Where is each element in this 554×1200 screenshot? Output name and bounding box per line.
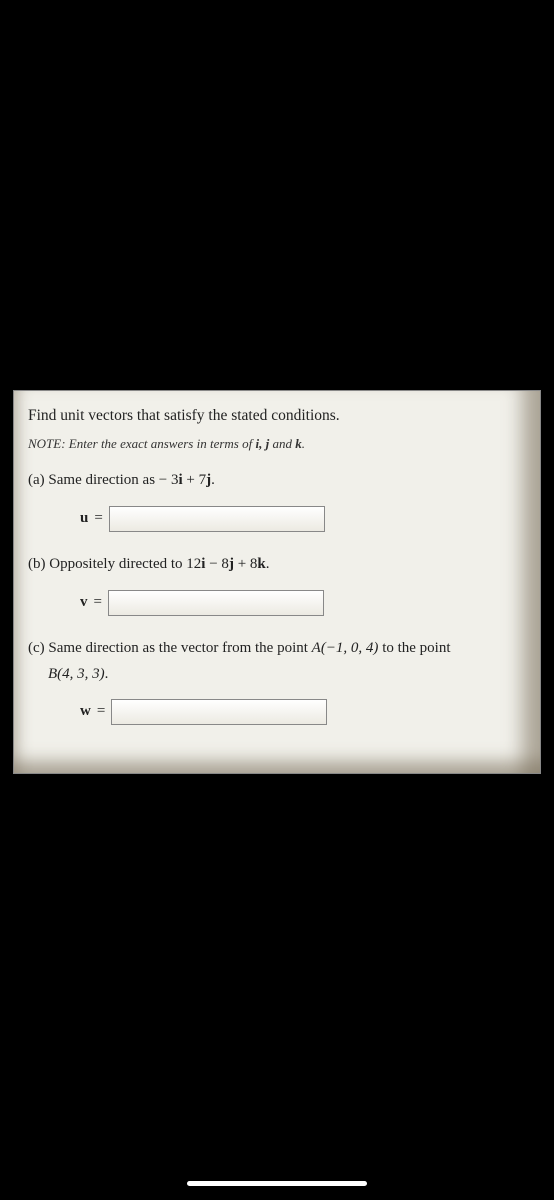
part-a-label: (a) Same direction as − 3 bbox=[28, 472, 179, 488]
note-and: and bbox=[269, 436, 295, 451]
part-c-text: (c) Same direction as the vector from th… bbox=[28, 638, 522, 660]
answer-row-c: w = bbox=[28, 699, 522, 725]
point-B: B(4, 3, 3) bbox=[48, 666, 105, 682]
label-v: v bbox=[80, 592, 88, 614]
part-b: (b) Oppositely directed to 12i − 8j + 8k… bbox=[28, 554, 522, 616]
part-a-text: (a) Same direction as − 3i + 7j. bbox=[28, 470, 522, 492]
input-u[interactable] bbox=[109, 506, 325, 532]
label-w: w bbox=[80, 701, 91, 723]
point-A: A(−1, 0, 4) bbox=[312, 640, 379, 656]
part-b-label: (b) Oppositely directed to 12 bbox=[28, 556, 201, 572]
part-c-text2: B(4, 3, 3). bbox=[28, 664, 522, 686]
note-prefix: NOTE: Enter the exact answers in terms o… bbox=[28, 436, 255, 451]
vec-k-b: k bbox=[257, 556, 265, 572]
equals-c: = bbox=[97, 701, 105, 723]
equals-a: = bbox=[94, 508, 102, 530]
part-c-pre: (c) Same direction as the vector from th… bbox=[28, 640, 312, 656]
note-period: . bbox=[302, 436, 305, 451]
part-b-end: . bbox=[266, 556, 270, 572]
part-c: (c) Same direction as the vector from th… bbox=[28, 638, 522, 726]
part-a-mid: + 7 bbox=[183, 472, 206, 488]
home-indicator[interactable] bbox=[187, 1181, 367, 1186]
input-v[interactable] bbox=[108, 590, 324, 616]
equals-b: = bbox=[94, 592, 102, 614]
problem-content: Find unit vectors that satisfy the state… bbox=[14, 391, 540, 773]
part-b-mid2: + 8 bbox=[234, 556, 257, 572]
main-instruction: Find unit vectors that satisfy the state… bbox=[28, 405, 522, 427]
part-b-mid1: − 8 bbox=[205, 556, 228, 572]
note-vecs: i, j bbox=[255, 436, 269, 451]
answer-row-a: u = bbox=[28, 506, 522, 532]
part-c-post2: . bbox=[105, 666, 109, 682]
label-u: u bbox=[80, 508, 88, 530]
input-w[interactable] bbox=[111, 699, 327, 725]
part-c-post1: to the point bbox=[378, 640, 450, 656]
note-line: NOTE: Enter the exact answers in terms o… bbox=[28, 435, 522, 454]
answer-row-b: v = bbox=[28, 590, 522, 616]
part-a: (a) Same direction as − 3i + 7j. u = bbox=[28, 470, 522, 532]
problem-card: Find unit vectors that satisfy the state… bbox=[13, 390, 541, 774]
part-b-text: (b) Oppositely directed to 12i − 8j + 8k… bbox=[28, 554, 522, 576]
part-a-end: . bbox=[211, 472, 215, 488]
